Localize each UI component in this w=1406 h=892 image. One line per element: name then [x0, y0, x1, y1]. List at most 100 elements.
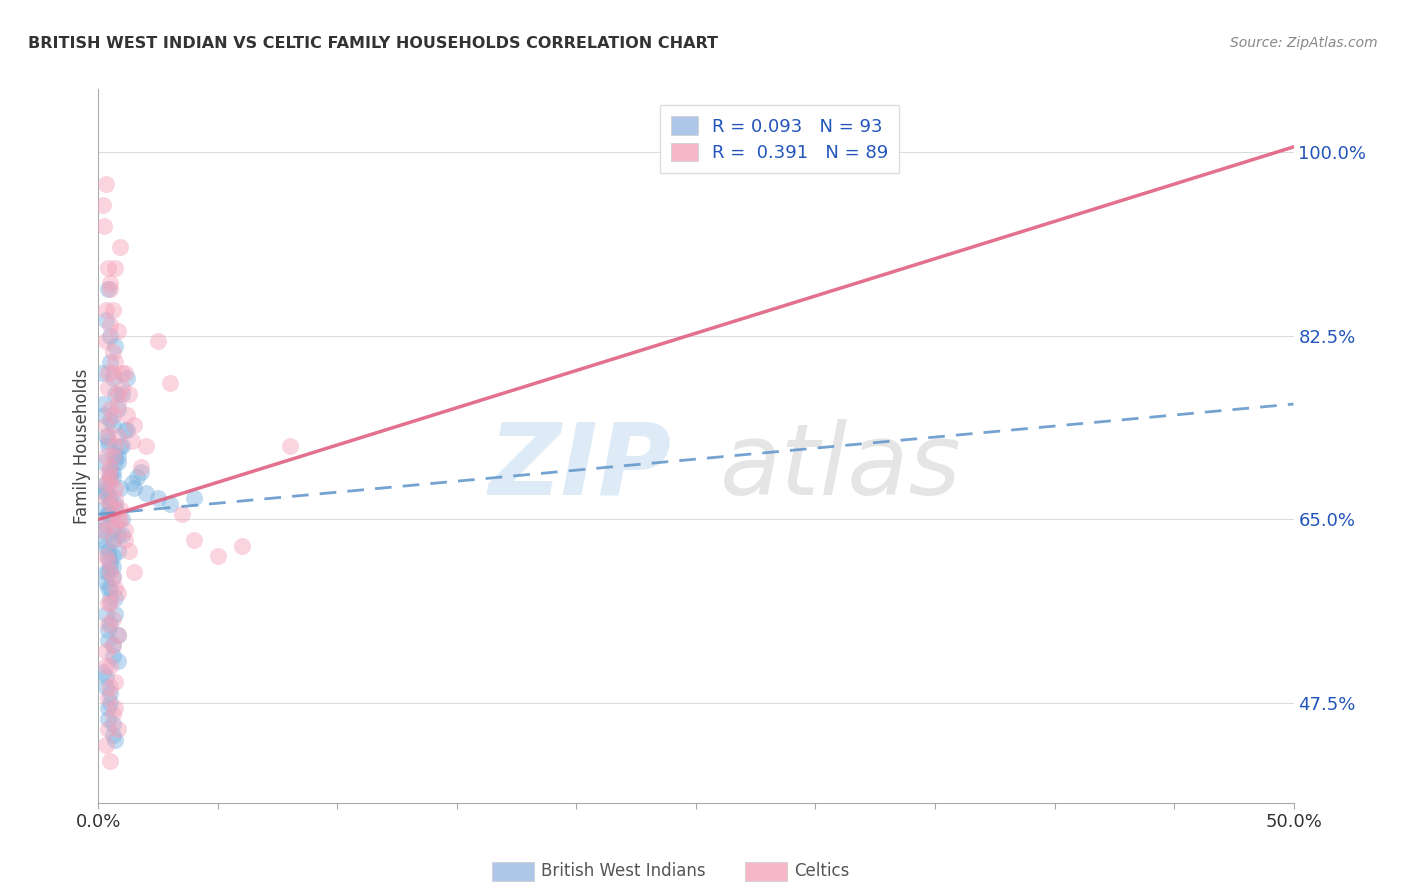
Point [94, 475, 117, 490]
Point [98, 681, 122, 695]
Point [107, 628, 129, 642]
Point [98, 328, 122, 343]
Point [98, 581, 122, 595]
Point [94, 428, 117, 442]
Point [101, 366, 124, 380]
Point [98, 617, 122, 632]
Point [108, 502, 131, 516]
Point [231, 539, 253, 553]
Point [101, 648, 124, 663]
Point [107, 654, 129, 668]
Point [97, 633, 120, 648]
Point [101, 570, 124, 584]
Text: British West Indians: British West Indians [541, 863, 706, 880]
Point [101, 570, 124, 584]
Text: Source: ZipAtlas.com: Source: ZipAtlas.com [1230, 36, 1378, 50]
Point [98, 460, 122, 475]
Point [124, 417, 146, 432]
Point [97, 507, 120, 521]
Point [94, 313, 117, 327]
Point [121, 475, 143, 490]
Point [93, 408, 115, 422]
Point [98, 754, 122, 768]
Point [93, 219, 115, 233]
Point [111, 439, 134, 453]
Point [94, 486, 117, 500]
Point [98, 355, 122, 369]
Point [104, 732, 127, 747]
Point [104, 517, 127, 532]
Point [94, 643, 117, 657]
Point [124, 565, 146, 579]
Point [98, 413, 122, 427]
Point [107, 544, 129, 558]
Point [101, 549, 124, 564]
Point [101, 639, 124, 653]
Point [97, 544, 120, 558]
Point [98, 277, 122, 291]
Point [101, 302, 124, 317]
Point [94, 417, 117, 432]
Point [97, 428, 120, 442]
Point [104, 675, 127, 690]
Point [107, 397, 129, 411]
Point [111, 528, 134, 542]
Point [97, 596, 120, 610]
Point [97, 581, 120, 595]
Point [94, 334, 117, 348]
Point [104, 455, 127, 469]
Point [98, 491, 122, 506]
Point [111, 381, 134, 395]
Text: ZIP: ZIP [489, 419, 672, 516]
Point [97, 465, 120, 479]
Point [207, 549, 229, 564]
Point [101, 533, 124, 548]
Point [101, 465, 124, 479]
Point [91, 533, 114, 548]
Point [107, 628, 129, 642]
Point [107, 528, 129, 542]
Point [98, 470, 122, 484]
Point [94, 491, 117, 506]
Point [107, 512, 129, 526]
Point [91, 502, 114, 516]
Point [135, 439, 157, 453]
Point [148, 334, 170, 348]
Point [159, 376, 181, 390]
Point [111, 512, 134, 526]
Point [101, 559, 124, 574]
Point [111, 386, 134, 401]
Point [115, 408, 138, 422]
Point [97, 439, 120, 453]
Point [98, 696, 122, 710]
Point [101, 728, 124, 742]
Point [94, 565, 117, 579]
Point [91, 366, 114, 380]
Point [94, 450, 117, 464]
Point [101, 717, 124, 731]
Point [104, 450, 127, 464]
Point [91, 523, 114, 537]
Point [94, 659, 117, 673]
Point [172, 507, 194, 521]
Point [118, 386, 141, 401]
Point [101, 706, 124, 721]
Point [101, 450, 124, 464]
Point [114, 423, 136, 437]
Point [183, 533, 205, 548]
Point [108, 439, 131, 453]
Point [101, 344, 124, 359]
Point [94, 177, 117, 191]
Point [278, 439, 301, 453]
Point [115, 371, 138, 385]
Point [98, 685, 122, 699]
Point [97, 623, 120, 637]
Point [104, 386, 127, 401]
Point [108, 239, 131, 253]
Point [97, 554, 120, 568]
Text: atlas: atlas [720, 419, 962, 516]
Point [101, 371, 124, 385]
Point [104, 481, 127, 495]
Point [101, 523, 124, 537]
Point [98, 596, 122, 610]
